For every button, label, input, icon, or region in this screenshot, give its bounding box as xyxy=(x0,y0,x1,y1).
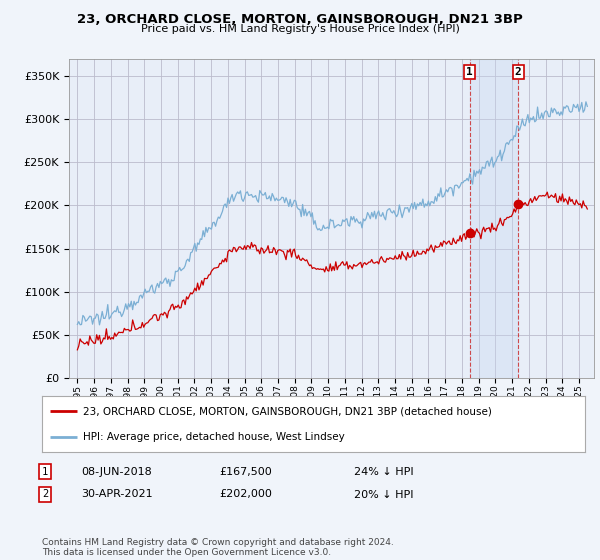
Text: £167,500: £167,500 xyxy=(219,466,272,477)
Text: 2: 2 xyxy=(42,489,48,500)
Text: 20% ↓ HPI: 20% ↓ HPI xyxy=(354,489,413,500)
Text: 23, ORCHARD CLOSE, MORTON, GAINSBOROUGH, DN21 3BP (detached house): 23, ORCHARD CLOSE, MORTON, GAINSBOROUGH,… xyxy=(83,406,491,416)
Text: 24% ↓ HPI: 24% ↓ HPI xyxy=(354,466,413,477)
Text: 08-JUN-2018: 08-JUN-2018 xyxy=(81,466,152,477)
Text: Contains HM Land Registry data © Crown copyright and database right 2024.
This d: Contains HM Land Registry data © Crown c… xyxy=(42,538,394,557)
Bar xyxy=(470,59,518,378)
Text: 2: 2 xyxy=(515,67,521,77)
Text: 1: 1 xyxy=(42,466,48,477)
Text: 23, ORCHARD CLOSE, MORTON, GAINSBOROUGH, DN21 3BP: 23, ORCHARD CLOSE, MORTON, GAINSBOROUGH,… xyxy=(77,13,523,26)
Text: 30-APR-2021: 30-APR-2021 xyxy=(81,489,152,500)
Text: HPI: Average price, detached house, West Lindsey: HPI: Average price, detached house, West… xyxy=(83,432,344,442)
Text: 1: 1 xyxy=(466,67,473,77)
Text: £202,000: £202,000 xyxy=(219,489,272,500)
Text: Price paid vs. HM Land Registry's House Price Index (HPI): Price paid vs. HM Land Registry's House … xyxy=(140,24,460,34)
